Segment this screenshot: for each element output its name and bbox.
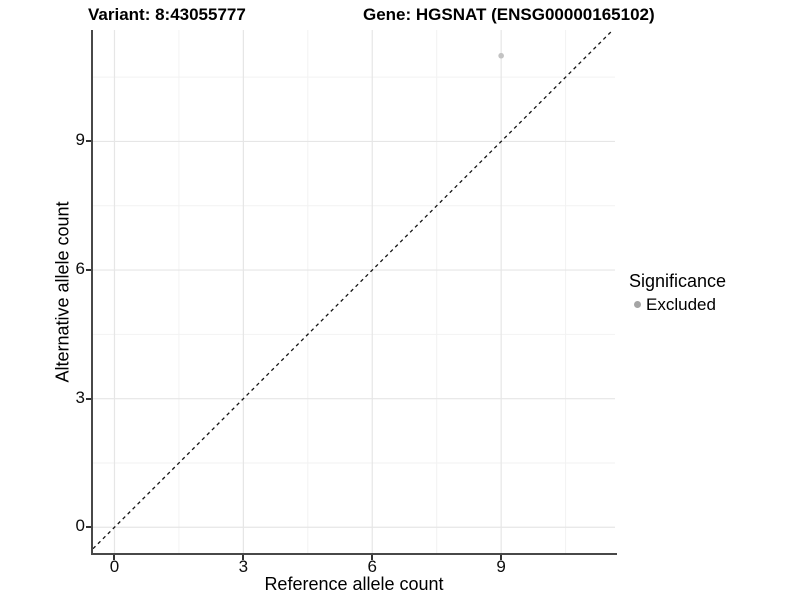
data-point-excluded: [498, 52, 504, 59]
x-tick-mark: [113, 555, 116, 560]
y-tick-mark: [86, 140, 91, 143]
variant-title: Variant: 8:43055777: [88, 5, 246, 24]
x-tick-label: 6: [367, 557, 377, 576]
y-tick-mark: [86, 397, 91, 400]
y-tick-label: 3: [75, 387, 85, 407]
y-tick-label: 0: [75, 516, 85, 536]
x-axis-line: [91, 553, 617, 555]
y-tick-label: 9: [75, 130, 85, 150]
y-axis-label: Alternative allele count: [52, 201, 73, 383]
scatter-svg: [93, 30, 615, 553]
legend-key-dot-icon: [634, 300, 641, 308]
x-axis-label: Reference allele count: [264, 574, 444, 594]
gene-title: Gene: HGSNAT (ENSG00000165102): [363, 5, 655, 24]
legend-title: Significance: [629, 271, 727, 291]
y-axis-line: [91, 30, 93, 555]
y-tick-label: 6: [75, 259, 85, 279]
identity-line: [93, 30, 614, 550]
x-tick-label: 0: [109, 557, 120, 576]
x-tick-label: 3: [238, 557, 249, 576]
legend-item-label: Excluded: [646, 294, 716, 314]
y-tick-mark: [86, 526, 91, 529]
legend-items: Excluded: [629, 295, 726, 315]
plot-panel: [93, 30, 615, 553]
x-tick-label: 9: [496, 557, 506, 576]
legend: Significance Excluded: [629, 271, 726, 314]
y-tick-mark: [86, 269, 91, 272]
x-tick-mark: [242, 555, 245, 560]
x-tick-mark: [371, 555, 374, 560]
legend-item-excluded: Excluded: [629, 295, 726, 315]
x-tick-mark: [500, 555, 503, 560]
